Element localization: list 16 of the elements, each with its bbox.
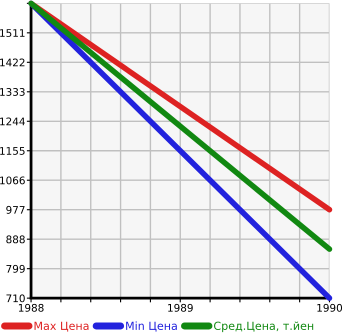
legend-label: Min Цена: [126, 321, 177, 332]
legend-label: Сред.Цена, т.йен: [214, 321, 314, 332]
y-tick-label: 1422: [0, 58, 24, 66]
y-tick-label: 888: [6, 235, 25, 244]
y-tick-label: 799: [6, 264, 25, 273]
y-tick-label: 1244: [0, 117, 25, 126]
y-tick-label: 1066: [0, 176, 25, 184]
y-tick-label: 1333: [0, 88, 25, 96]
y-tick-label: 1155: [0, 147, 25, 155]
legend-label: Max Цена: [34, 322, 88, 332]
y-tick-label: 710: [6, 294, 25, 302]
y-tick-label: 1511: [0, 29, 25, 37]
x-tick-label: 1988: [18, 304, 44, 312]
x-tick-label: 1989: [168, 304, 193, 312]
y-tick-label: 977: [6, 206, 25, 214]
x-tick-label: 1990: [317, 304, 342, 312]
